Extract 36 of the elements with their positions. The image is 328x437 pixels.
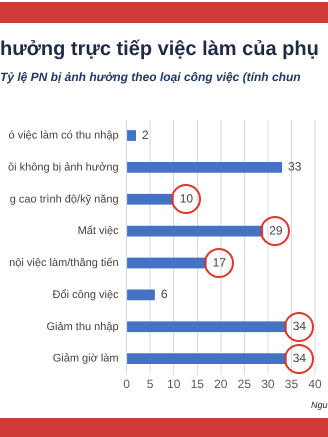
y-tick-label: ó việc làm có thu nhập (8, 130, 119, 142)
bar (127, 258, 207, 268)
text: Ngu (311, 400, 328, 410)
data-label: 34 (292, 319, 306, 334)
y-tick-label: nội việc làm/thăng tiến (9, 257, 119, 270)
x-tick-label: 10 (167, 377, 181, 392)
x-tick-label: 20 (214, 377, 228, 392)
bar (127, 194, 174, 205)
y-tick-label: ôi không bị ảnh hưởng (8, 161, 119, 174)
bar (127, 353, 287, 364)
x-tick-label: 0 (123, 377, 130, 392)
bar (127, 130, 136, 141)
chart-title: hưởng trực tiếp việc làm của phụ (0, 38, 319, 61)
data-label: 29 (269, 223, 283, 238)
bar (127, 321, 287, 332)
data-label: 34 (292, 350, 306, 365)
data-label: 33 (288, 160, 302, 174)
data-label: 2 (142, 128, 150, 142)
x-tick-label: 5 (146, 377, 154, 392)
y-tick-label: Mất việc (78, 225, 120, 238)
x-tick-label: 40 (308, 377, 322, 392)
y-tick-label: Đổi công việc (52, 288, 120, 301)
data-label: 10 (180, 192, 194, 206)
y-tick-label: g cao trình độ/kỹ năng (10, 193, 119, 206)
x-tick-label: 15 (190, 377, 204, 392)
x-tick-label: 25 (238, 377, 252, 392)
bar (127, 226, 264, 237)
data-label: 17 (212, 255, 226, 270)
bar (127, 290, 155, 300)
y-tick-label: Giảm thu nhập (46, 320, 119, 333)
data-label: 6 (160, 287, 168, 302)
chart-subtitle: Tỷ lệ PN bị ảnh hưởng theo loại công việc (tính chun (0, 70, 301, 84)
x-tick-label: 35 (284, 377, 298, 392)
bar (127, 162, 282, 173)
x-tick-label: 30 (261, 377, 275, 392)
y-tick-label: Giảm giờ làm (52, 352, 119, 365)
